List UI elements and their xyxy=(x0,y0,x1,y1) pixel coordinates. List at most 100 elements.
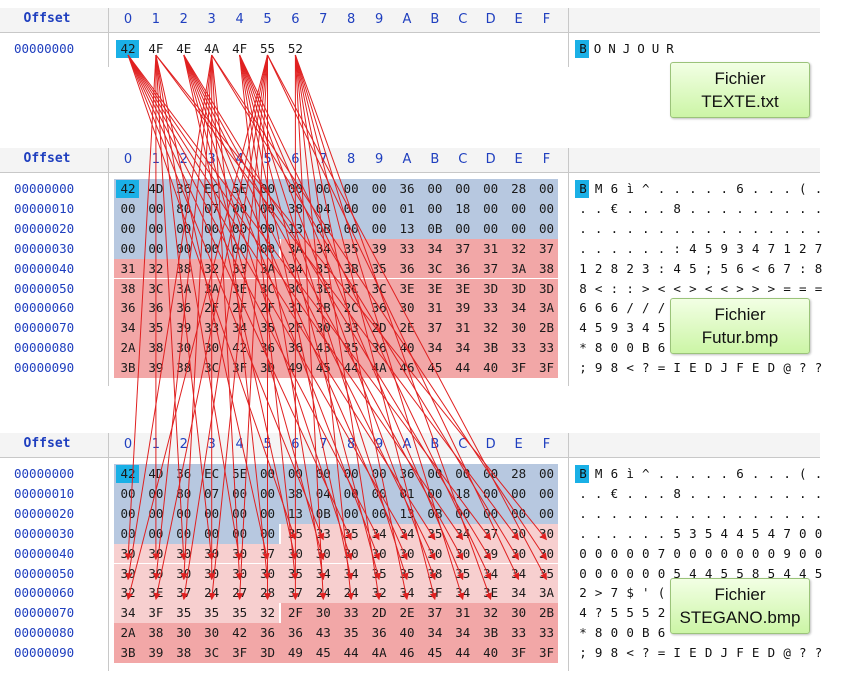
hex-byte[interactable]: 2C xyxy=(343,300,359,316)
hex-byte[interactable]: 45 xyxy=(427,645,443,661)
hex-byte[interactable]: 3F xyxy=(538,360,555,376)
hex-byte[interactable]: EC xyxy=(204,466,220,481)
hex-byte[interactable]: 36 xyxy=(176,181,192,196)
hex-byte[interactable]: 2A xyxy=(120,340,136,356)
hex-byte[interactable]: 30 xyxy=(315,320,331,336)
hex-byte[interactable]: 34 xyxy=(120,320,136,336)
hex-byte[interactable]: 00 xyxy=(483,200,499,216)
hex-byte[interactable]: 33 xyxy=(232,260,248,276)
hex-byte[interactable]: 30 xyxy=(120,565,136,581)
hex-byte[interactable]: 30 xyxy=(511,320,527,336)
hex-byte[interactable]: 07 xyxy=(204,485,220,501)
hex-byte[interactable]: 4A xyxy=(371,360,387,376)
hex-byte[interactable]: 00 xyxy=(259,525,276,541)
hex-byte[interactable]: 33 xyxy=(511,625,527,641)
hex-byte[interactable]: 0B xyxy=(315,220,331,236)
hex-byte[interactable]: 34 xyxy=(455,525,471,541)
hex-byte[interactable]: 38 xyxy=(538,260,555,276)
hex-byte[interactable]: 38 xyxy=(427,565,443,581)
hex-byte[interactable]: 3F xyxy=(511,645,527,661)
hex-byte[interactable]: 00 xyxy=(538,220,555,236)
hex-byte[interactable]: 3D xyxy=(259,645,276,661)
hex-byte[interactable]: 30 xyxy=(176,565,192,581)
hex-byte[interactable]: 30 xyxy=(538,525,555,541)
hex-byte[interactable]: 30 xyxy=(120,545,136,561)
hex-byte[interactable]: 35 xyxy=(259,320,276,336)
hex-byte[interactable]: 00 xyxy=(232,240,248,256)
hex-byte[interactable]: 35 xyxy=(343,240,359,256)
hex-byte[interactable]: 35 xyxy=(315,260,331,276)
hex-byte[interactable]: 00 xyxy=(511,220,527,236)
hex-byte[interactable]: 5E xyxy=(232,466,248,481)
hex-byte[interactable]: 00 xyxy=(371,485,387,501)
hex-byte[interactable]: 00 xyxy=(343,181,359,196)
hex-byte[interactable]: 24 xyxy=(315,585,331,601)
hex-byte[interactable]: 36 xyxy=(176,300,192,316)
hex-byte[interactable]: 30 xyxy=(399,300,415,316)
hex-byte[interactable]: 35 xyxy=(371,565,387,581)
hex-byte[interactable]: 34 xyxy=(120,605,136,621)
hex-byte[interactable]: 28 xyxy=(511,466,527,481)
hex-byte[interactable]: 00 xyxy=(483,466,499,481)
hex-byte[interactable]: 36 xyxy=(399,260,415,276)
hex-byte[interactable]: 5E xyxy=(232,181,248,196)
hex-byte[interactable]: 49 xyxy=(287,360,303,376)
hex-byte[interactable]: 13 xyxy=(287,220,303,236)
hex-byte[interactable]: 35 xyxy=(427,525,443,541)
hex-byte[interactable]: 2B xyxy=(538,605,555,621)
hex-byte[interactable]: 37 xyxy=(538,240,555,256)
hex-byte[interactable]: 2E xyxy=(399,605,415,621)
hex-byte[interactable]: 3B xyxy=(483,625,499,641)
hex-byte[interactable]: 00 xyxy=(232,525,248,541)
hex-byte[interactable]: 00 xyxy=(455,220,471,236)
hex-byte[interactable]: 3A xyxy=(511,260,527,276)
hex-byte[interactable]: 34 xyxy=(427,240,443,256)
hex-byte[interactable]: 00 xyxy=(455,466,471,481)
hex-byte[interactable]: 00 xyxy=(176,505,192,521)
hex-byte[interactable]: 44 xyxy=(455,360,471,376)
hex-byte[interactable]: 4F xyxy=(148,41,164,56)
hex-byte[interactable]: 00 xyxy=(343,485,359,501)
hex-byte[interactable]: 33 xyxy=(538,625,555,641)
hex-byte[interactable]: 39 xyxy=(483,545,499,561)
hex-byte[interactable]: 39 xyxy=(148,645,164,661)
hex-byte[interactable]: 49 xyxy=(287,645,303,661)
hex-byte[interactable]: 36 xyxy=(176,466,192,481)
hex-byte[interactable]: 35 xyxy=(148,320,164,336)
hex-byte[interactable]: 30 xyxy=(176,625,192,641)
hex-byte[interactable]: 36 xyxy=(259,625,276,641)
hex-byte[interactable]: 00 xyxy=(120,485,136,501)
hex-byte[interactable]: 37 xyxy=(427,605,443,621)
hex-byte[interactable]: 3E xyxy=(399,280,415,296)
hex-byte[interactable]: 33 xyxy=(538,340,555,356)
hex-byte[interactable]: 36 xyxy=(371,340,387,356)
hex-byte[interactable]: 3C xyxy=(204,360,220,376)
hex-byte[interactable]: 44 xyxy=(343,645,359,661)
hex-byte[interactable]: 3C xyxy=(259,280,276,296)
hex-byte[interactable]: 34 xyxy=(315,565,331,581)
hex-byte[interactable]: 39 xyxy=(371,240,387,256)
hex-byte[interactable]: 45 xyxy=(315,645,331,661)
hex-byte[interactable]: 3D xyxy=(511,280,527,296)
hex-byte[interactable]: 00 xyxy=(343,466,359,481)
hex-byte[interactable]: 00 xyxy=(287,466,303,481)
hex-byte[interactable]: 37 xyxy=(427,320,443,336)
hex-byte[interactable]: 80 xyxy=(176,200,192,216)
hex-byte[interactable]: 30 xyxy=(511,525,527,541)
hex-byte[interactable]: 34 xyxy=(315,240,331,256)
hex-byte[interactable]: 3F xyxy=(232,645,248,661)
hex-byte[interactable]: 30 xyxy=(371,545,387,561)
hex-byte[interactable]: 3F xyxy=(148,605,164,621)
hex-byte[interactable]: 4A xyxy=(204,41,220,56)
hex-byte[interactable]: 00 xyxy=(483,220,499,236)
hex-byte[interactable]: 00 xyxy=(259,485,276,501)
hex-byte[interactable]: EC xyxy=(204,181,220,196)
hex-byte[interactable]: 3A xyxy=(287,240,303,256)
hex-byte[interactable]: 3C xyxy=(204,645,220,661)
hex-byte[interactable]: 00 xyxy=(120,525,136,541)
hex-byte[interactable]: 00 xyxy=(120,505,136,521)
hex-byte[interactable]: 36 xyxy=(399,466,415,481)
hex-byte[interactable]: 2B xyxy=(315,300,331,316)
hex-byte[interactable]: 2F xyxy=(259,300,276,316)
hex-byte[interactable]: 38 xyxy=(148,625,164,641)
